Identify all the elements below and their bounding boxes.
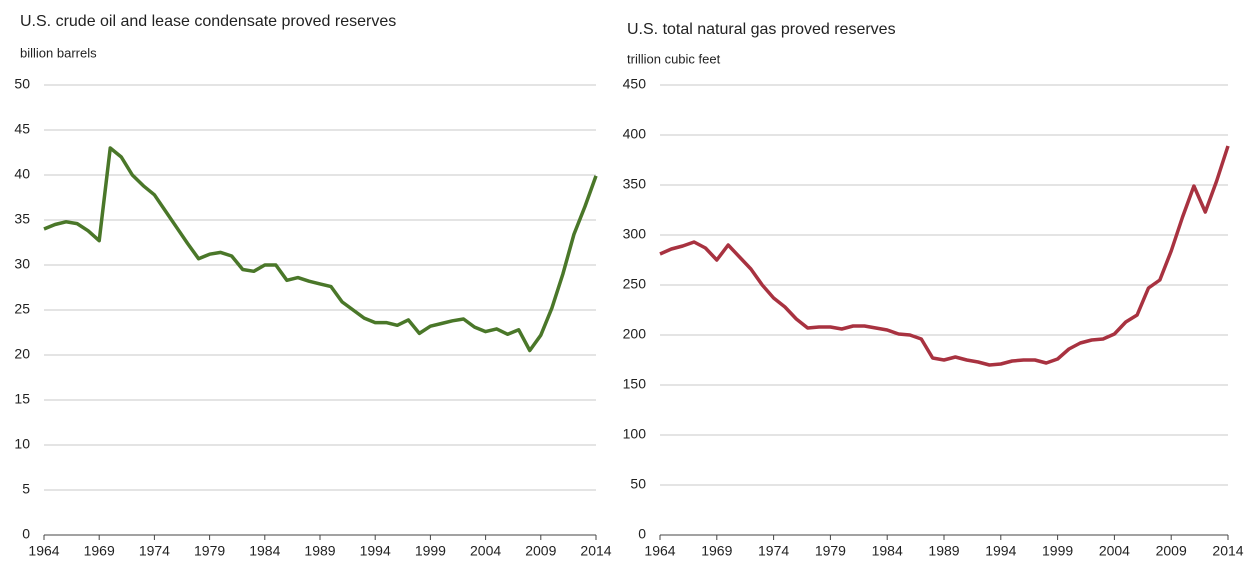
y-tick-label: 10 xyxy=(14,436,30,452)
y-tick-label: 30 xyxy=(14,256,30,272)
x-tick-label: 1969 xyxy=(84,543,115,559)
y-tick-label: 15 xyxy=(14,391,30,407)
x-tick-label: 1999 xyxy=(1042,543,1073,559)
x-tick-label: 1984 xyxy=(249,543,280,559)
x-tick-label: 1989 xyxy=(304,543,335,559)
x-tick-label: 1994 xyxy=(360,543,391,559)
y-tick-label: 400 xyxy=(623,126,647,142)
x-tick-label: 2004 xyxy=(470,543,501,559)
data-line xyxy=(659,145,1230,367)
y-tick-label: 100 xyxy=(623,426,647,442)
x-tick-label: 2014 xyxy=(580,543,611,559)
x-tick-label: 1964 xyxy=(28,543,59,559)
y-tick-label: 250 xyxy=(623,276,647,292)
x-tick-label: 1974 xyxy=(758,543,789,559)
y-tick-label: 5 xyxy=(22,481,30,497)
x-tick-label: 2009 xyxy=(1156,543,1187,559)
x-tick-label: 1974 xyxy=(139,543,170,559)
x-tick-label: 1979 xyxy=(194,543,225,559)
y-tick-label: 300 xyxy=(623,226,647,242)
y-tick-label: 40 xyxy=(14,166,30,182)
y-tick-label: 20 xyxy=(14,346,30,362)
y-tick-label: 50 xyxy=(14,76,30,92)
y-tick-label: 25 xyxy=(14,301,30,317)
y-tick-label: 0 xyxy=(22,526,30,542)
x-tick-label: 1964 xyxy=(644,543,675,559)
x-tick-label: 1999 xyxy=(415,543,446,559)
y-tick-label: 45 xyxy=(14,121,30,137)
y-tick-label: 200 xyxy=(623,326,647,342)
y-axis-label: billion barrels xyxy=(20,45,97,60)
x-tick-label: 2004 xyxy=(1099,543,1130,559)
y-tick-label: 150 xyxy=(623,376,647,392)
x-tick-label: 1979 xyxy=(815,543,846,559)
y-tick-label: 450 xyxy=(623,76,647,92)
chart-title: U.S. total natural gas proved reserves xyxy=(627,21,896,38)
x-tick-label: 1994 xyxy=(985,543,1016,559)
chart-title: U.S. crude oil and lease condensate prov… xyxy=(20,13,396,30)
y-tick-label: 0 xyxy=(638,526,646,542)
x-tick-label: 1984 xyxy=(872,543,903,559)
x-tick-label: 1989 xyxy=(928,543,959,559)
y-tick-label: 350 xyxy=(623,176,647,192)
x-tick-label: 2009 xyxy=(525,543,556,559)
y-tick-label: 35 xyxy=(14,211,30,227)
y-tick-label: 50 xyxy=(630,476,646,492)
x-tick-label: 1969 xyxy=(701,543,732,559)
data-line xyxy=(43,146,598,353)
y-axis-label: trillion cubic feet xyxy=(627,51,721,66)
x-tick-label: 2014 xyxy=(1212,543,1243,559)
